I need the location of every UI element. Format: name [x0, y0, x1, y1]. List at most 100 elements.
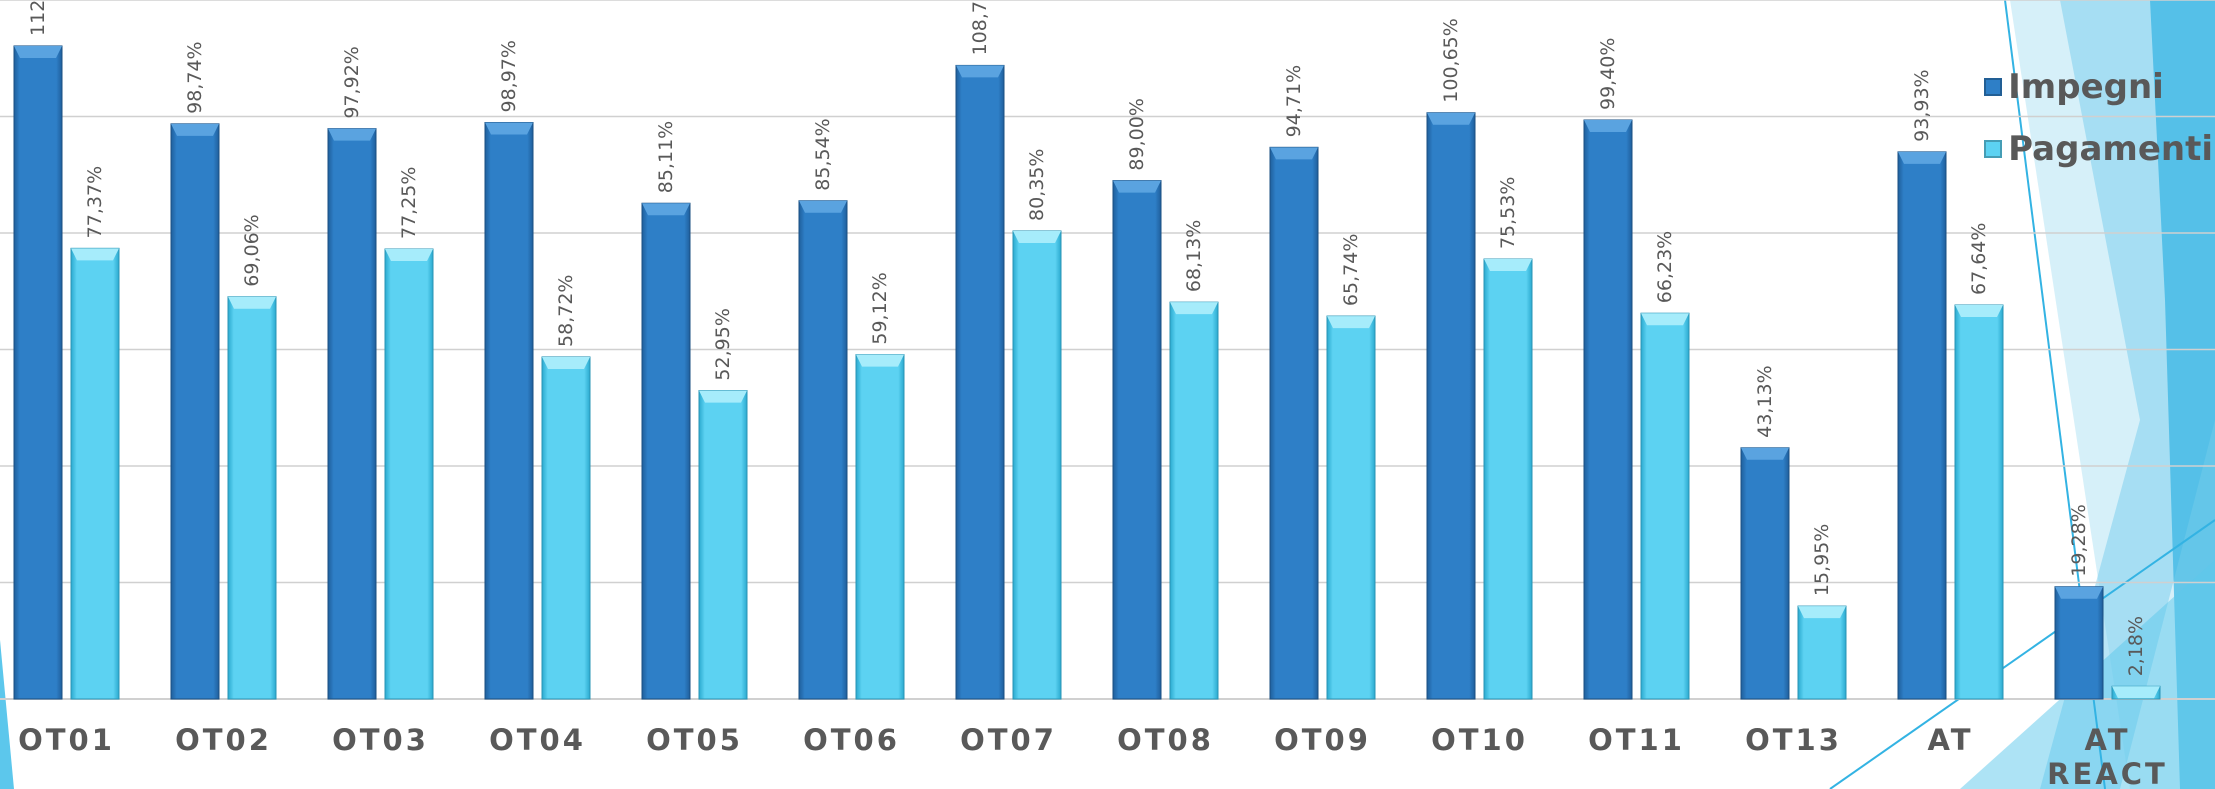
bar-cap: [14, 45, 62, 58]
value-label: 100,65%: [1440, 18, 1462, 103]
x-tick-label: OT13: [1745, 723, 1842, 757]
value-label: 58,72%: [555, 275, 577, 347]
x-tick-label: OT10: [1431, 723, 1528, 757]
bar-cap: [1798, 606, 1846, 619]
value-label: 77,25%: [398, 167, 420, 239]
legend: Impegni Pagamenti: [1984, 66, 2213, 190]
bar-cap: [799, 200, 847, 213]
bar-pagamenti-ot04: [541, 356, 591, 700]
bar-cap: [228, 296, 276, 309]
bar-pagamenti-ot08: [1169, 301, 1219, 700]
value-label: 94,71%: [1283, 65, 1305, 137]
value-label: 2,18%: [2125, 616, 2147, 676]
bar-cap: [328, 128, 376, 141]
value-label: 68,13%: [1183, 220, 1205, 292]
bar-cap: [1955, 304, 2003, 317]
value-label: 85,54%: [812, 118, 834, 190]
bar-cap: [1013, 230, 1061, 243]
x-tick-label: AT: [1928, 723, 1974, 757]
bar-cap: [1327, 316, 1375, 329]
bar-pagamenti-ot03: [384, 248, 434, 700]
value-label: 98,97%: [498, 40, 520, 112]
bar-cap: [1170, 302, 1218, 315]
value-label: 98,74%: [184, 41, 206, 113]
value-label: 75,53%: [1497, 177, 1519, 249]
x-tick-label: OT08: [1117, 723, 1214, 757]
x-tick-label: OT04: [489, 723, 586, 757]
bar-impegni-ot02: [170, 123, 220, 700]
bar-pagamenti-ot06: [855, 354, 905, 700]
x-tick-label: OT01: [18, 723, 115, 757]
x-tick-label: REACT: [2047, 757, 2168, 789]
value-label: 59,12%: [869, 272, 891, 344]
x-axis-labels: OT01 OT02 OT03 OT04 OT05 OT06 OT07 OT08 OT09 OT10…: [18, 723, 2168, 789]
x-tick-label: AT: [2085, 723, 2131, 757]
value-label: 108,77%: [969, 0, 991, 55]
bar-cap: [171, 123, 219, 136]
bar-cap: [2055, 586, 2103, 599]
bar-impegni-ot01: [13, 45, 63, 700]
bar-cap: [1113, 180, 1161, 193]
bar-pagamenti-ot05: [698, 390, 748, 700]
value-label: 43,13%: [1754, 365, 1776, 437]
bar-cap: [1641, 313, 1689, 326]
legend-swatch-pagamenti: [1984, 140, 2003, 158]
bar-impegni-ot05: [641, 202, 691, 700]
bar-impegni-ot13: [1740, 447, 1790, 700]
bar-impegni-ot03: [327, 128, 377, 700]
x-tick-label: OT11: [1588, 723, 1685, 757]
value-label: 77,37%: [84, 166, 106, 238]
value-label: 66,23%: [1654, 231, 1676, 303]
legend-swatch-impegni: [1984, 78, 2003, 96]
bar-cap: [642, 203, 690, 216]
value-label: 99,40%: [1597, 38, 1619, 110]
legend-label-pagamenti: Pagamenti: [2008, 129, 2213, 169]
legend-item-impegni[interactable]: Impegni: [1984, 66, 2213, 108]
bar-cap: [1484, 259, 1532, 272]
value-label: 15,95%: [1811, 524, 1833, 596]
bar-cap: [956, 65, 1004, 78]
bar-cap: [1270, 147, 1318, 160]
bar-cap: [699, 390, 747, 403]
value-label: 97,92%: [341, 46, 363, 118]
bar-pagamenti-ot11: [1640, 312, 1690, 700]
bar-pagamenti-at: [1954, 304, 2004, 700]
x-tick-label: OT03: [332, 723, 429, 757]
bar-impegni-at-react: [2054, 586, 2104, 700]
value-label: 69,06%: [241, 214, 263, 286]
bar-cap: [71, 248, 119, 261]
value-label: 93,93%: [1911, 69, 1933, 141]
value-label: 19,28%: [2068, 504, 2090, 576]
legend-label-impegni: Impegni: [2008, 67, 2164, 107]
bar-impegni-at: [1897, 151, 1947, 700]
x-tick-label: OT06: [803, 723, 900, 757]
bar-impegni-ot10: [1426, 112, 1476, 700]
bar-pagamenti-ot01: [70, 247, 120, 700]
value-label: 65,74%: [1340, 234, 1362, 306]
bars: [13, 45, 2161, 700]
bar-impegni-ot08: [1112, 180, 1162, 700]
value-label: 67,64%: [1968, 223, 1990, 295]
x-tick-label: OT05: [646, 723, 743, 757]
bar-pagamenti-ot13: [1797, 605, 1847, 700]
value-labels: 112,11% 77,37% 98,74% 69,06% 97,92% 77,25% 98,…: [27, 0, 2147, 676]
decor-line-2: [1829, 519, 2215, 789]
bar-cap: [1741, 447, 1789, 460]
bar-impegni-ot07: [955, 64, 1005, 700]
bar-impegni-ot06: [798, 200, 848, 700]
bar-pagamenti-ot02: [227, 296, 277, 700]
bar-pagamenti-ot09: [1326, 315, 1376, 700]
legend-item-pagamenti[interactable]: Pagamenti: [1984, 128, 2213, 170]
bar-cap: [1898, 151, 1946, 164]
bar-cap: [1584, 119, 1632, 132]
bar-cap: [485, 122, 533, 135]
value-label: 52,95%: [712, 308, 734, 380]
x-tick-label: OT02: [175, 723, 272, 757]
value-label: 89,00%: [1126, 98, 1148, 170]
bar-impegni-ot04: [484, 121, 534, 700]
decor-shape-left: [0, 640, 14, 789]
bar-cap: [2112, 686, 2160, 699]
value-label: 80,35%: [1026, 149, 1048, 221]
value-label: 85,11%: [655, 121, 677, 193]
